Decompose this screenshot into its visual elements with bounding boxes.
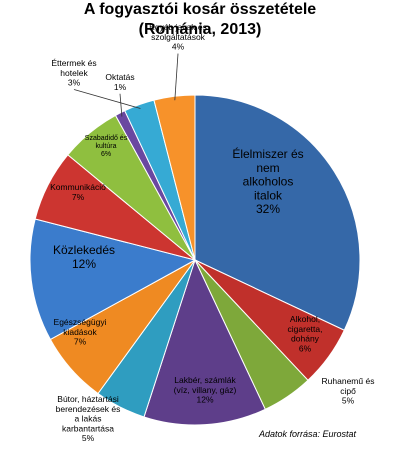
pie-slice [143,258,266,426]
leader-line [119,93,123,117]
slice-label: Alkohol, cigaretta, dohány [288,314,323,344]
slice-value-label: 7% [72,192,85,202]
leader-line [174,53,179,101]
leader-line [73,89,141,109]
slice-value-label: 12% [196,395,213,405]
source-note: Adatok forrása: Eurostat [258,429,357,439]
slice-value-label: 5% [82,433,95,443]
slice-label: Élelmiszer és nem alkoholos italok [232,146,303,202]
slice-label: Egyéb javak és szolgáltatások [149,22,207,42]
pie-slice [153,94,196,261]
slice-label: Lakbér, számlák (víz, villany, gáz) [174,375,237,395]
slice-value-label: 1% [114,82,127,92]
slice-value-label: 3% [68,78,81,88]
slice-value-label: 5% [342,396,355,406]
slice-value-label: 32% [256,202,280,216]
slice-label: Kommunikáció [50,182,106,192]
slice-label: Ruhanemű és cipő [322,376,375,396]
slice-value-label: 7% [74,337,87,347]
slice-label: Szabadidő és kultúra [85,135,128,150]
slice-label: Bútor, háztartási berendezések és a lakás k… [56,394,121,433]
slice-value-label: 6% [101,151,111,158]
slice-label: Egészségügyi kiadások [54,317,107,337]
slice-label: Közlekedés [53,243,115,257]
slice-value-label: 6% [299,343,312,353]
slice-label: Éttermek és hotelek [51,58,96,78]
pie-slice [29,218,197,341]
slice-value-label: 12% [72,257,96,271]
slice-label: Oktatás [105,72,134,82]
slice-value-label: 4% [172,42,185,52]
pie-slice [194,94,361,331]
chart-title: A fogyasztói kosár összetétele (Románia, … [84,1,316,38]
